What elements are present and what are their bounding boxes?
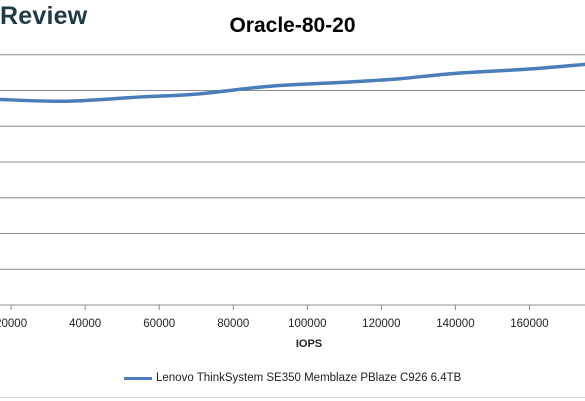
legend-label: Lenovo ThinkSystem SE350 Memblaze PBlaze… xyxy=(156,372,462,384)
x-tick-label: 80000 xyxy=(217,318,249,330)
x-tick-label: 140000 xyxy=(436,318,474,330)
x-tick-label: 60000 xyxy=(143,318,175,330)
chart-legend: Lenovo ThinkSystem SE350 Memblaze PBlaze… xyxy=(124,372,461,384)
brand-logo-text: Review xyxy=(0,2,88,30)
x-tick-label: 120000 xyxy=(362,318,400,330)
frame-bottom-border xyxy=(0,397,585,398)
x-tick-label: 20000 xyxy=(0,318,27,330)
x-tick-label: 160000 xyxy=(510,318,548,330)
x-axis-label: IOPS xyxy=(296,338,322,350)
x-tick-label: 100000 xyxy=(288,318,326,330)
legend-swatch xyxy=(124,376,152,380)
chart-title: Oracle-80-20 xyxy=(229,14,356,37)
series-line xyxy=(0,62,585,104)
x-tick-label: 40000 xyxy=(69,318,101,330)
